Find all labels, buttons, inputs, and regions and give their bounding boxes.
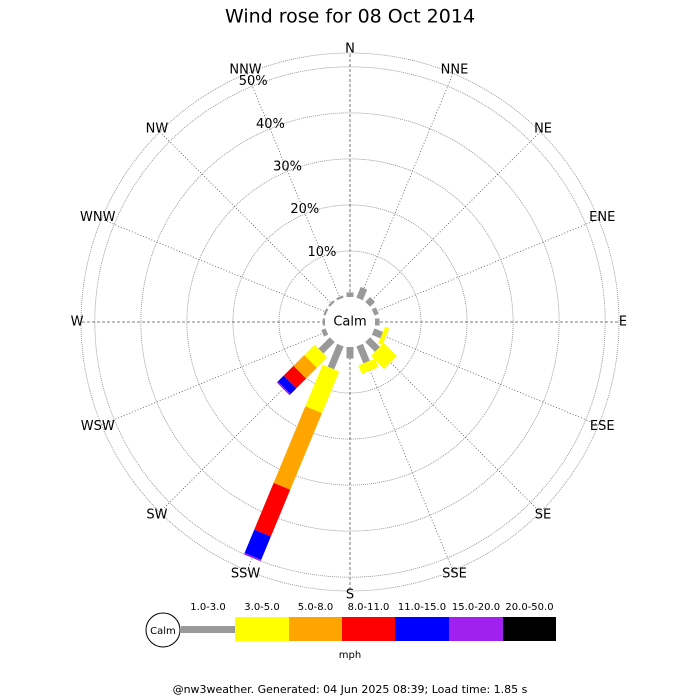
- wind-bar-segment: [356, 286, 368, 301]
- direction-label: SE: [535, 508, 551, 523]
- direction-label: SSE: [442, 567, 467, 582]
- legend-label: 15.0-20.0: [452, 602, 500, 613]
- legend-label: 11.0-15.0: [398, 602, 446, 613]
- wind-bar-segment: [365, 296, 376, 307]
- wind-bar-segment: [375, 318, 380, 326]
- legend-label: 5.0-8.0: [298, 602, 333, 613]
- direction-label: NNE: [441, 62, 469, 77]
- wind-bar-segment: [283, 365, 307, 389]
- wind-bar-segment: [365, 337, 380, 352]
- direction-label: SW: [146, 508, 167, 523]
- wind-bar-segment: [244, 553, 262, 562]
- direction-label: WSW: [81, 419, 115, 434]
- wind-bar-segment: [304, 344, 328, 368]
- legend-swatch: [289, 617, 342, 641]
- r-tick-label: 30%: [273, 159, 302, 174]
- legend-unit: mph: [339, 650, 361, 661]
- wind-bar-segment: [356, 343, 370, 364]
- legend-label: 8.0-11.0: [348, 602, 390, 613]
- legend-swatch: [181, 626, 235, 633]
- legend-swatch: [449, 617, 503, 641]
- wind-bar-segment: [273, 406, 322, 490]
- legend-swatch: [342, 617, 395, 641]
- footer: @nw3weather. Generated: 04 Jun 2025 08:3…: [173, 683, 528, 696]
- wind-bar-segment: [346, 292, 354, 297]
- direction-label: W: [71, 315, 84, 330]
- wind-bar-segment: [321, 328, 329, 337]
- direction-label: WNW: [80, 210, 116, 225]
- chart-title: Wind rose for 08 Oct 2014: [225, 6, 475, 28]
- grid-ring: [140, 112, 560, 532]
- legend-swatch: [503, 617, 556, 641]
- legend-calm-label: Calm: [150, 626, 176, 637]
- wind-bar-segment: [371, 343, 397, 369]
- r-tick-label: 20%: [290, 202, 319, 217]
- direction-label: N: [345, 42, 355, 57]
- direction-label: S: [346, 588, 354, 603]
- legend-label: 20.0-50.0: [505, 602, 553, 613]
- legend-swatch: [235, 617, 289, 641]
- wind-bar-segment: [328, 300, 335, 307]
- wind-bar-segment: [244, 529, 271, 560]
- wind-bar-segment: [371, 307, 379, 316]
- wind-bar-segment: [346, 347, 354, 359]
- wind-bar-segment: [371, 328, 383, 339]
- direction-label: ENE: [589, 210, 615, 225]
- direction-label: NW: [146, 121, 169, 136]
- wind-bar-segment: [327, 343, 344, 370]
- wind-bar-segment: [378, 326, 390, 346]
- direction-label: NNW: [229, 62, 261, 77]
- calm-label: Calm: [333, 315, 366, 330]
- r-tick-label: 40%: [256, 117, 285, 132]
- outer-ring: [80, 52, 620, 592]
- wind-bar-segment: [358, 358, 379, 375]
- wind-bar-segment: [276, 381, 291, 396]
- r-tick-label: 50%: [239, 74, 268, 89]
- wind-bar-segment: [318, 337, 335, 354]
- legend-swatch: [395, 617, 449, 641]
- wind-bar-segment: [322, 318, 325, 326]
- wind-bar-segment: [305, 364, 340, 414]
- legend-label: 1.0-3.0: [190, 602, 225, 613]
- r-tick-label: 10%: [308, 245, 337, 260]
- wind-bar-segment: [323, 308, 329, 316]
- wind-bar-segment: [254, 482, 291, 537]
- grid-ring: [186, 158, 514, 486]
- calm-circle: [325, 297, 375, 347]
- legend-label: 3.0-5.0: [244, 602, 279, 613]
- direction-label: NE: [534, 121, 552, 136]
- direction-label: ESE: [590, 419, 615, 434]
- wind-bar-segment: [277, 375, 297, 395]
- direction-label: E: [619, 315, 627, 330]
- direction-label: SSW: [231, 567, 261, 582]
- legend-calm: [145, 612, 181, 648]
- wind-bar-segment: [293, 355, 317, 379]
- wind-bar-segment: [336, 295, 344, 301]
